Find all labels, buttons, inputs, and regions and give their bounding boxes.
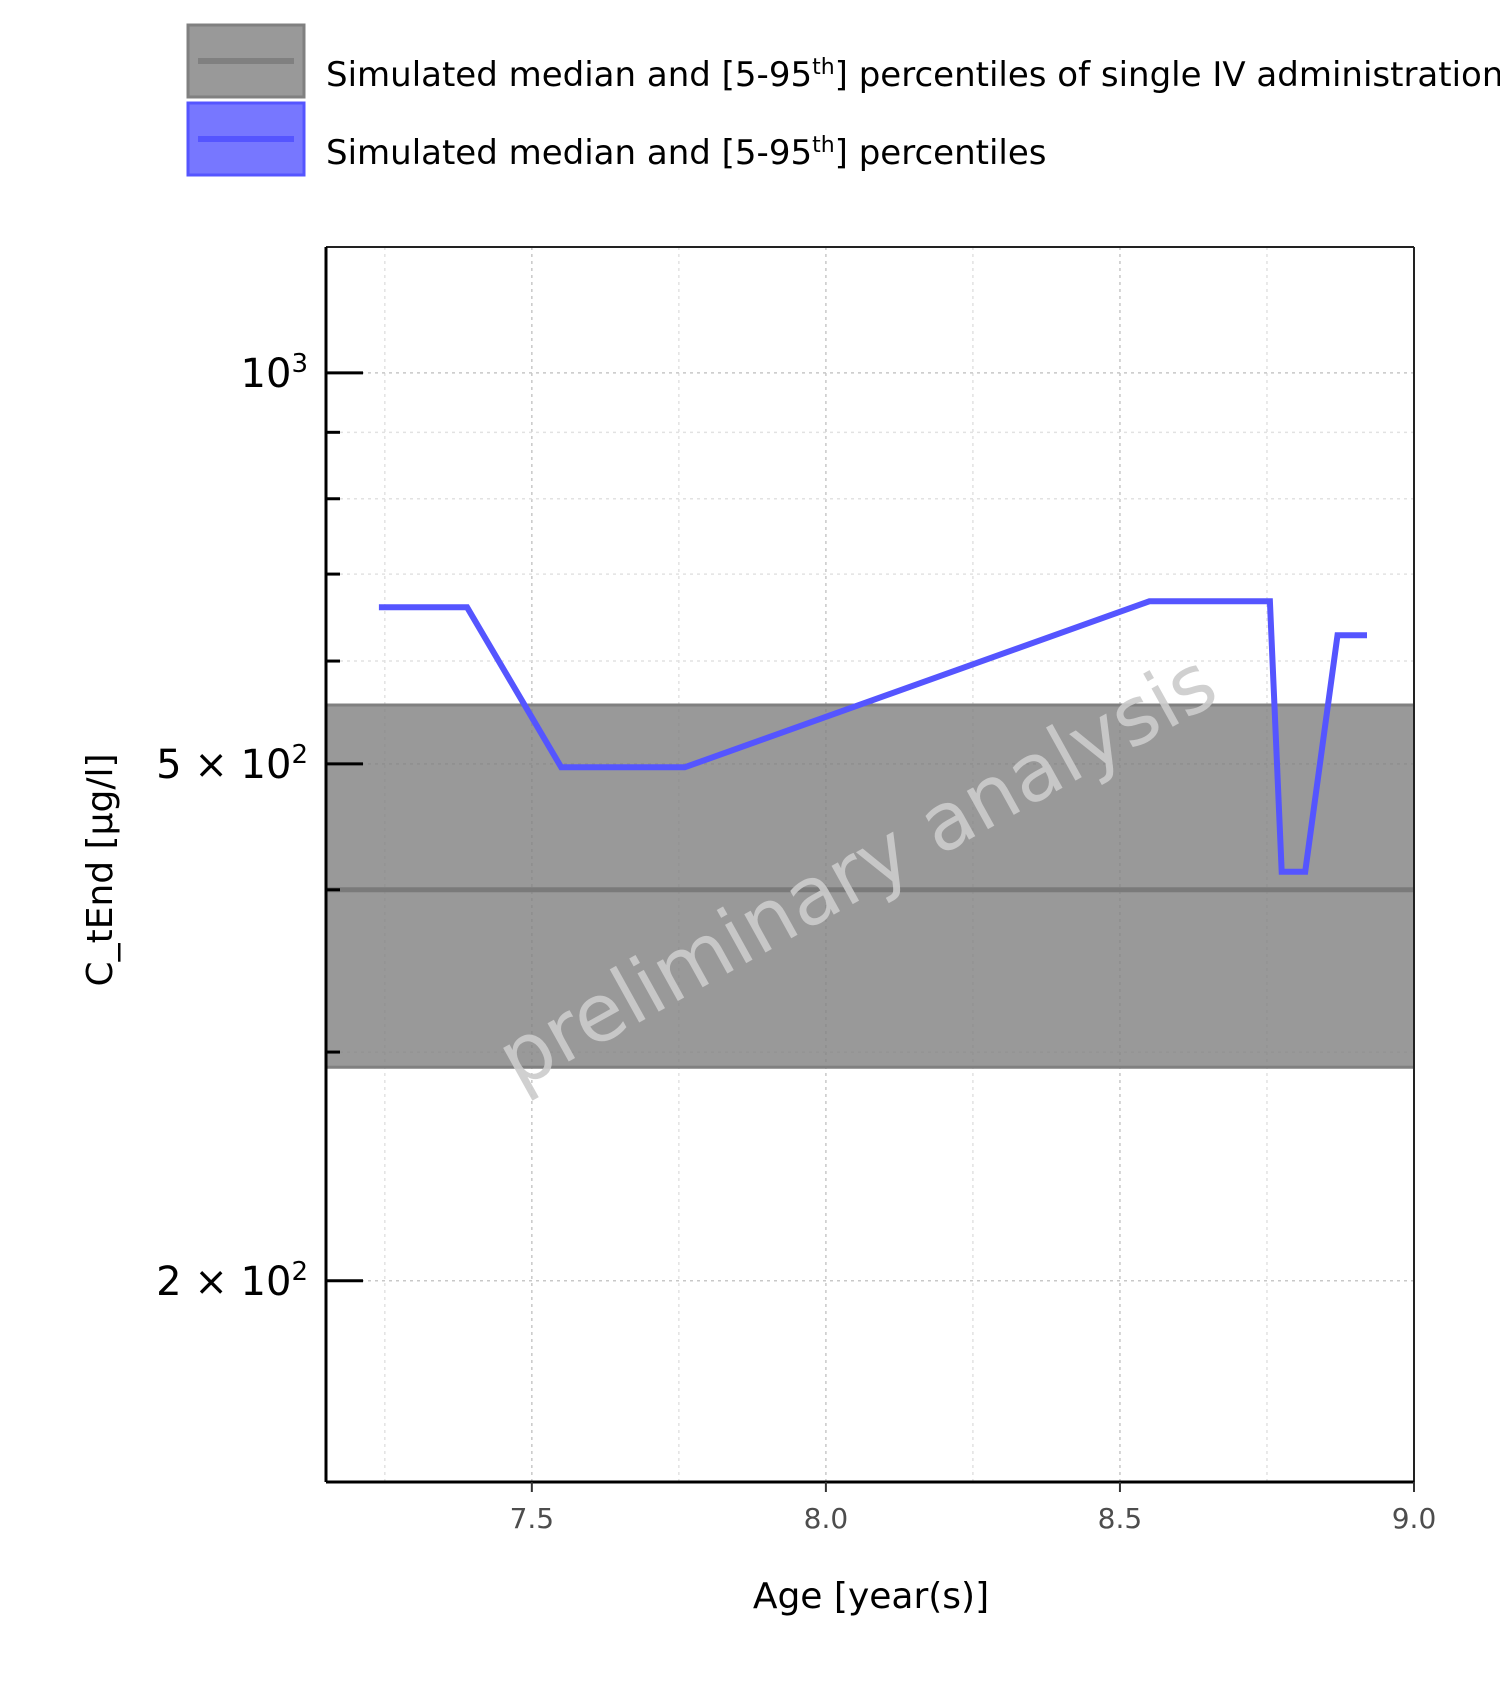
y-tick-label: 2 × 102 (156, 1257, 308, 1305)
x-tick-label: 8.0 (804, 1502, 849, 1535)
x-axis-title: Age [year(s)] (753, 1576, 989, 1617)
legend-item-reference: Simulated median and [5-95th] percentile… (186, 23, 1500, 99)
x-tick-label: 8.5 (1098, 1502, 1143, 1535)
y-tick-label: 103 (241, 349, 308, 397)
reference-band (326, 703, 1414, 1069)
reference-band-area (326, 705, 1414, 1068)
axes: 7.5 8.0 8.5 9.0 103 5 × 102 2 × 102 (156, 246, 1437, 1535)
x-tick-label: 9.0 (1392, 1502, 1437, 1535)
y-tick-label: 5 × 102 (156, 740, 308, 788)
legend: Simulated median and [5-95th] percentile… (186, 23, 1500, 177)
legend-label-simulated: Simulated median and [5-95th] percentile… (326, 133, 1046, 174)
legend-label-reference: Simulated median and [5-95th] percentile… (326, 55, 1500, 96)
legend-item-simulated: Simulated median and [5-95th] percentile… (186, 101, 1046, 177)
series-line (378, 598, 1367, 875)
y-axis-title: C_tEnd [µg/l] (80, 753, 121, 986)
series-group (378, 598, 1367, 875)
x-tick-label: 7.5 (510, 1502, 555, 1535)
